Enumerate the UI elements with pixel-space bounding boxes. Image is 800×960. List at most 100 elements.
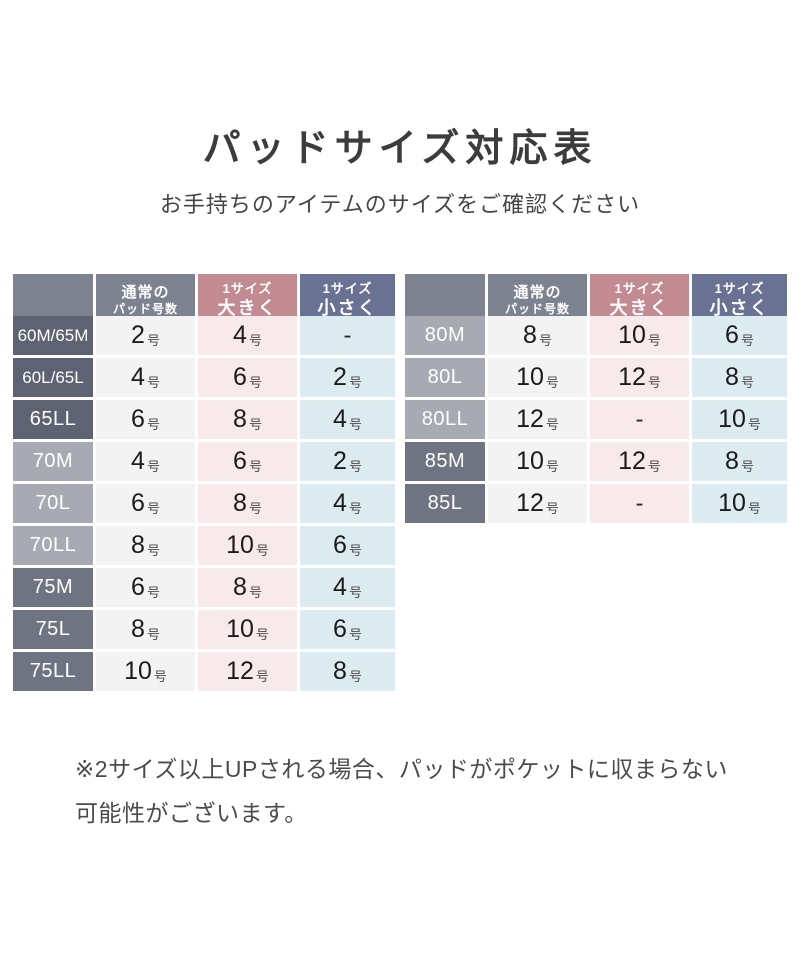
pad-unit: 号 — [146, 501, 160, 516]
size-label-70ll: 70LL — [13, 526, 93, 565]
pad-number: 6 — [233, 363, 247, 391]
pad-number: 8 — [233, 573, 247, 601]
pad-number: 10 — [516, 447, 544, 475]
size-label-60l-65l: 60L/65L — [13, 358, 93, 397]
pad-number: 12 — [516, 405, 544, 433]
size-label-85l: 85L — [405, 484, 485, 523]
pad-unit: 号 — [146, 333, 160, 348]
pad-unit: 号 — [248, 375, 262, 390]
size-label-60m-65m: 60M/65M — [13, 316, 93, 355]
pad-number: 12 — [618, 447, 646, 475]
footnote-line2: 可能性がございます。 — [75, 800, 308, 826]
no-value-dash: - — [635, 405, 644, 433]
pad-value-normal: 12 号 — [488, 484, 587, 523]
pad-number: 6 — [131, 489, 145, 517]
pad-unit: 号 — [248, 501, 262, 516]
pad-number: 4 — [333, 405, 347, 433]
pad-unit: 号 — [248, 459, 262, 474]
pad-number: 2 — [333, 447, 347, 475]
pad-number: 2 — [333, 363, 347, 391]
pad-size-table-right: 通常の パッド号数 1サイズ 大きく 1サイズ 小さく 80M 8 号 10 号 6 号 80… — [405, 274, 787, 523]
pad-size-table-left: 通常の パッド号数 1サイズ 大きく 1サイズ 小さく 60M/65M 2 号 4 号 -… — [13, 274, 395, 691]
pad-number: 8 — [233, 489, 247, 517]
pad-unit: 号 — [747, 417, 761, 432]
header-normal-line1: 通常の — [513, 283, 562, 301]
pad-unit: 号 — [747, 501, 761, 516]
header-normal-line2: パッド号数 — [504, 302, 570, 317]
pad-unit: 号 — [255, 627, 269, 642]
size-label-80ll: 80LL — [405, 400, 485, 439]
pad-number: 4 — [333, 489, 347, 517]
pad-value-up: 12 号 — [590, 358, 689, 397]
header-normal-line2: パッド号数 — [112, 302, 178, 317]
size-label-70m: 70M — [13, 442, 93, 481]
pad-unit: 号 — [348, 627, 362, 642]
size-tables: 通常の パッド号数 1サイズ 大きく 1サイズ 小さく 60M/65M 2 号 4 号 -… — [0, 274, 800, 691]
no-value-dash: - — [635, 489, 644, 517]
pad-value-up: 12 号 — [590, 442, 689, 481]
size-label-75m: 75M — [13, 568, 93, 607]
size-label-70l: 70L — [13, 484, 93, 523]
pad-unit: 号 — [146, 459, 160, 474]
pad-number: 8 — [725, 363, 739, 391]
page-title: パッドサイズ対応表 — [202, 128, 598, 170]
pad-unit: 号 — [248, 585, 262, 600]
header-up-line1: 1サイズ — [222, 281, 273, 297]
pad-value-up: 10 号 — [198, 526, 297, 565]
pad-number: 4 — [333, 573, 347, 601]
size-label-75l: 75L — [13, 610, 93, 649]
pad-value-down: - — [300, 316, 395, 355]
pad-unit: 号 — [248, 333, 262, 348]
pad-unit: 号 — [248, 417, 262, 432]
size-label-85m: 85M — [405, 442, 485, 481]
header-down-line1: 1サイズ — [322, 281, 373, 297]
pad-unit: 号 — [740, 375, 754, 390]
pad-number: 8 — [523, 321, 537, 349]
pad-unit: 号 — [348, 417, 362, 432]
pad-unit: 号 — [348, 669, 362, 684]
pad-number: 8 — [131, 615, 145, 643]
pad-value-normal: 10 号 — [96, 652, 195, 691]
pad-unit: 号 — [348, 501, 362, 516]
pad-number: 12 — [516, 489, 544, 517]
header-up-line1: 1サイズ — [614, 281, 665, 297]
size-label-80m: 80M — [405, 316, 485, 355]
pad-unit: 号 — [146, 375, 160, 390]
pad-unit: 号 — [255, 669, 269, 684]
pad-unit: 号 — [740, 459, 754, 474]
header-down-line1: 1サイズ — [714, 281, 765, 297]
pad-number: 12 — [618, 363, 646, 391]
pad-value-up: 10 号 — [590, 316, 689, 355]
size-label-75ll: 75LL — [13, 652, 93, 691]
pad-unit: 号 — [146, 543, 160, 558]
pad-number: 8 — [233, 405, 247, 433]
pad-value-down: 10 号 — [692, 484, 787, 523]
pad-value-normal: 12 号 — [488, 400, 587, 439]
pad-number: 10 — [226, 531, 254, 559]
page-subtitle: お手持ちのアイテムのサイズをご確認ください — [159, 192, 641, 217]
pad-unit: 号 — [255, 543, 269, 558]
size-label-65ll: 65LL — [13, 400, 93, 439]
pad-unit: 号 — [545, 459, 559, 474]
header-up-line2: 大きく — [609, 298, 670, 319]
pad-number: 8 — [725, 447, 739, 475]
pad-value-down: 10 号 — [692, 400, 787, 439]
pad-number: 10 — [618, 321, 646, 349]
pad-number: 10 — [718, 405, 746, 433]
